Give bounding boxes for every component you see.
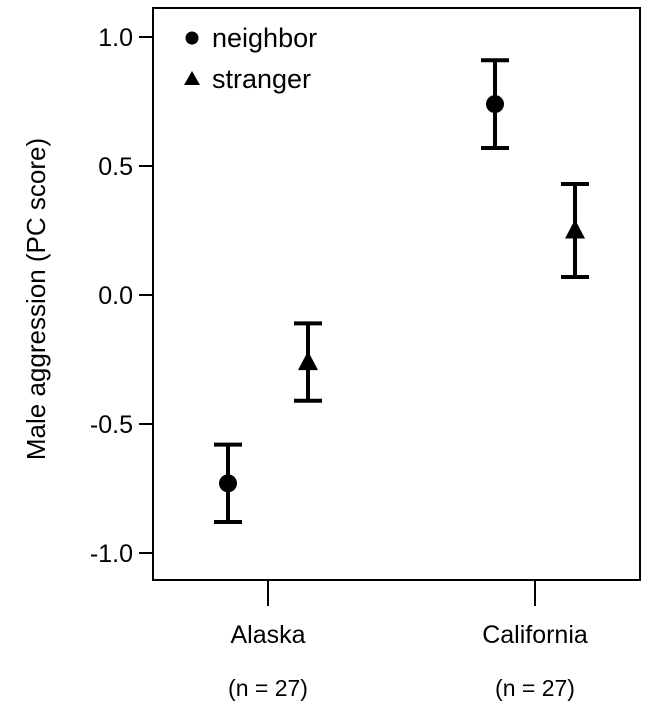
legend-triangle-icon	[184, 71, 200, 85]
y-tick-label: 0.5	[98, 153, 133, 181]
data-marks	[214, 58, 589, 525]
error-bar-group	[294, 321, 322, 403]
y-axis: 1.0 0.5 0.0 -0.5 -1.0	[90, 24, 153, 568]
category-sample-size: (n = 27)	[495, 675, 575, 701]
category-sample-size: (n = 27)	[228, 675, 308, 701]
legend-label: stranger	[212, 64, 311, 94]
y-tick-label: -1.0	[90, 540, 133, 568]
y-tick-label: 0.0	[98, 282, 133, 310]
error-bar-group	[214, 442, 242, 525]
legend-label: neighbor	[212, 23, 317, 53]
stranger-point	[565, 219, 585, 239]
legend-circle-icon	[185, 31, 199, 45]
y-tick-label: 1.0	[98, 24, 133, 52]
legend: neighbor stranger	[184, 23, 317, 94]
stranger-point	[298, 351, 318, 371]
neighbor-point	[219, 474, 237, 493]
neighbor-point	[486, 95, 504, 114]
x-axis: Alaska (n = 27) California (n = 27)	[228, 580, 588, 701]
y-axis-title: Male aggression (PC score)	[21, 138, 51, 460]
y-tick-label: -0.5	[90, 411, 133, 439]
error-bar-group	[481, 58, 509, 150]
error-bar-group	[561, 182, 589, 279]
x-tick-label: Alaska	[230, 621, 305, 649]
x-tick-label: California	[482, 621, 588, 649]
